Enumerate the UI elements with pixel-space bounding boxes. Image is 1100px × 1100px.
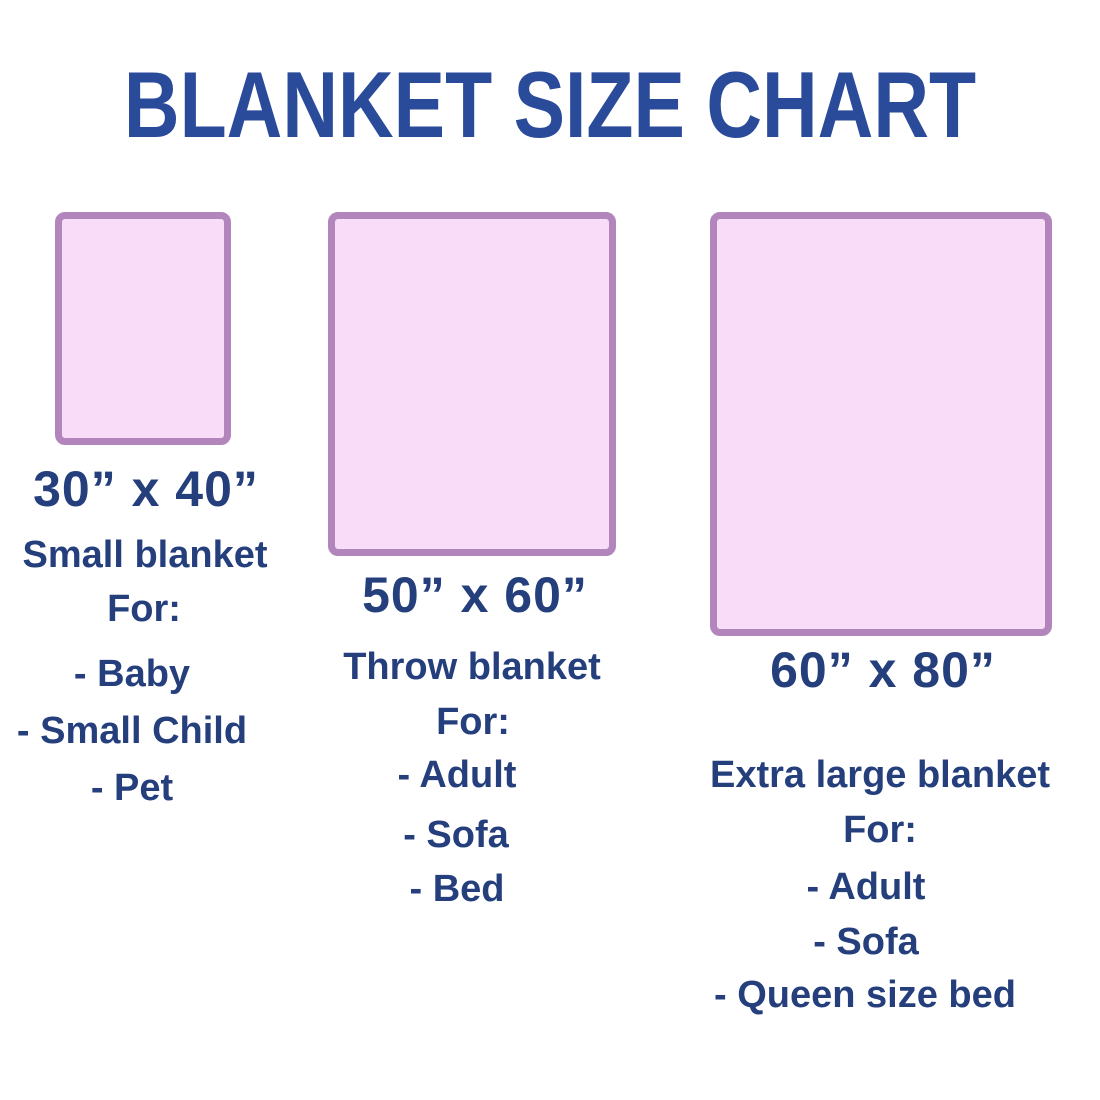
- size-label-small: 30” x 40”: [33, 461, 259, 517]
- blanket-name-throw: Throw blanket: [343, 646, 601, 688]
- use-item: - Baby: [73, 653, 191, 695]
- use-item: - Queen size bed: [714, 974, 1016, 1016]
- use-item: - Adult: [397, 754, 517, 796]
- page-title: BLANKET SIZE CHART: [123, 52, 977, 157]
- blanket-name-extra-large: Extra large blanket: [709, 754, 1051, 796]
- size-label-extra-large: 60” x 80”: [770, 642, 996, 698]
- blanket-rect-throw: [328, 212, 616, 556]
- blanket-name-small: Small blanket: [22, 534, 268, 576]
- use-item: - Bed: [409, 868, 505, 910]
- use-item: - Pet: [90, 767, 174, 809]
- use-item: - Small Child: [16, 710, 248, 752]
- blanket-rect-extra-large: [710, 212, 1052, 636]
- for-label-throw: For:: [436, 701, 510, 743]
- blanket-rect-small: [55, 212, 231, 445]
- use-item: - Adult: [806, 866, 926, 908]
- for-label-small: For:: [107, 588, 181, 630]
- for-label-extra-large: For:: [843, 809, 917, 851]
- use-item: - Sofa: [403, 814, 509, 856]
- size-label-throw: 50” x 60”: [362, 567, 588, 623]
- use-item: - Sofa: [813, 921, 919, 963]
